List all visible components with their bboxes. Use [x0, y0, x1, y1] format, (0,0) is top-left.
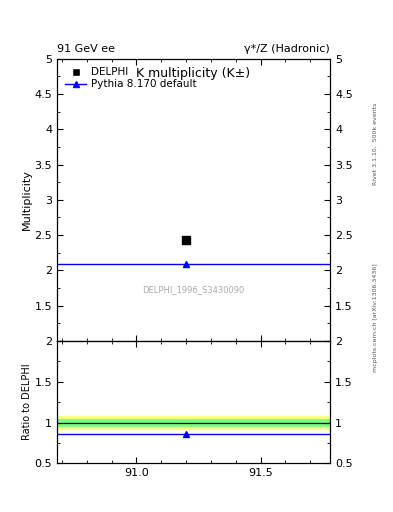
- Y-axis label: Ratio to DELPHI: Ratio to DELPHI: [22, 364, 32, 440]
- Text: mcplots.cern.ch [arXiv:1306.3436]: mcplots.cern.ch [arXiv:1306.3436]: [373, 263, 378, 372]
- Bar: [57, 416, 330, 430]
- Text: 91 GeV ee: 91 GeV ee: [57, 44, 115, 54]
- Text: DELPHI_1996_S3430090: DELPHI_1996_S3430090: [142, 286, 245, 294]
- Text: Rivet 3.1.10,  500k events: Rivet 3.1.10, 500k events: [373, 102, 378, 184]
- Y-axis label: Multiplicity: Multiplicity: [22, 169, 31, 230]
- Bar: [57, 419, 330, 426]
- Legend: DELPHI, Pythia 8.170 default: DELPHI, Pythia 8.170 default: [62, 64, 200, 93]
- Text: γ*/Z (Hadronic): γ*/Z (Hadronic): [244, 44, 330, 54]
- Text: K multiplicity (K±): K multiplicity (K±): [136, 68, 251, 80]
